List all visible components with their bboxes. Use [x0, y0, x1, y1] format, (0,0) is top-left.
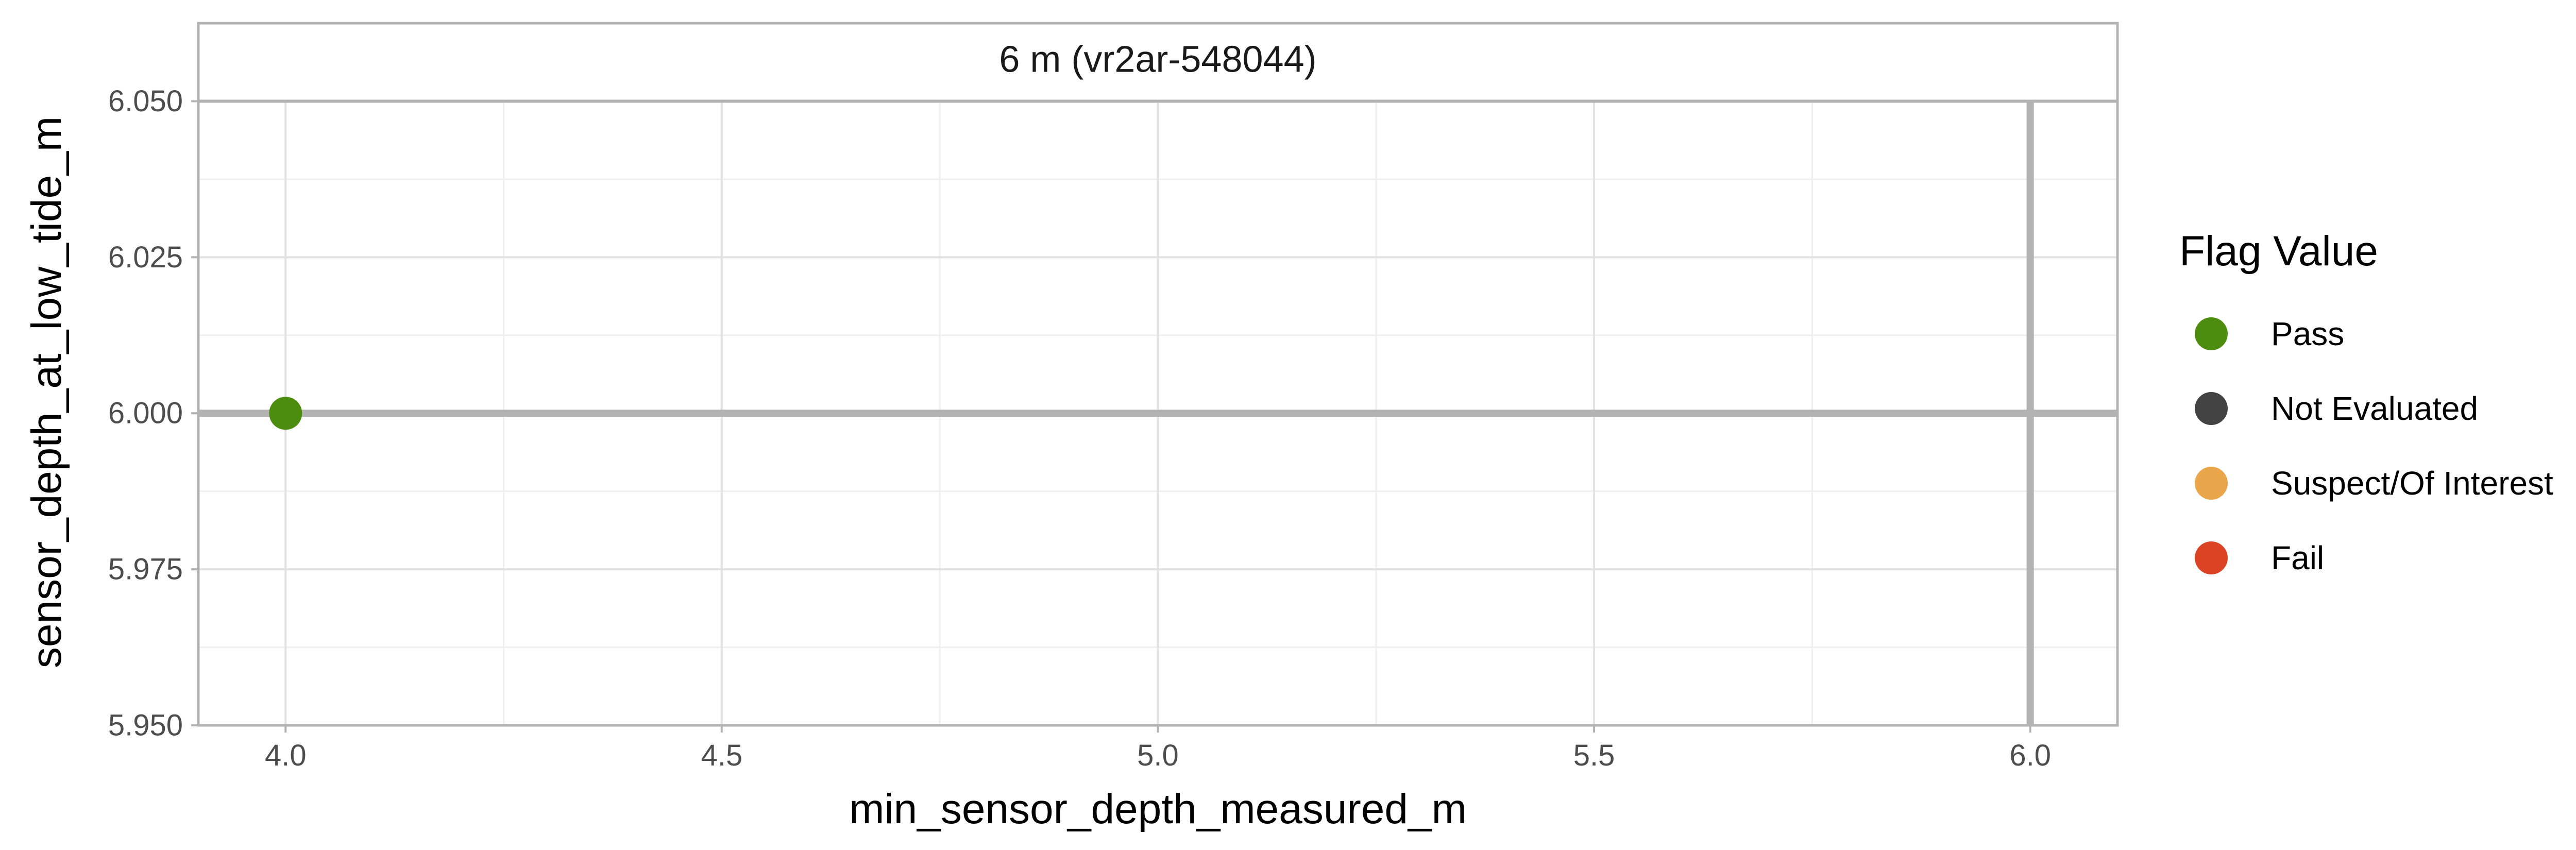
- panel-strip-title: 6 m (vr2ar-548044): [999, 39, 1316, 80]
- legend-key-suspect-of-interest: [2195, 467, 2228, 500]
- x-axis-title: min_sensor_depth_measured_m: [849, 786, 1467, 832]
- x-tick-label: 4.0: [265, 739, 307, 772]
- data-point-pass: [269, 397, 302, 430]
- y-axis-ticks: 5.950 5.975 6.000 6.025 6.050: [108, 84, 198, 742]
- data-points: [269, 397, 302, 430]
- legend-key-fail: [2195, 541, 2228, 574]
- legend-label: Not Evaluated: [2271, 390, 2478, 427]
- legend-label: Suspect/Of Interest: [2271, 465, 2553, 502]
- legend: Flag Value Pass Not Evaluated Suspect/Of I…: [2179, 228, 2553, 576]
- y-tick-label: 6.000: [108, 397, 183, 430]
- x-tick-label: 6.0: [2009, 739, 2051, 772]
- legend-key-not-evaluated: [2195, 392, 2228, 425]
- y-tick-label: 5.950: [108, 709, 183, 742]
- x-tick-label: 5.0: [1137, 739, 1179, 772]
- reference-lines: [198, 99, 2117, 725]
- x-tick-label: 5.5: [1573, 739, 1615, 772]
- y-tick-label: 6.025: [108, 241, 183, 274]
- x-axis-ticks: 4.0 4.5 5.0 5.5 6.0: [265, 725, 2051, 772]
- legend-key-pass: [2195, 317, 2228, 350]
- legend-title: Flag Value: [2179, 228, 2378, 275]
- y-tick-label: 5.975: [108, 553, 183, 586]
- legend-items: Pass Not Evaluated Suspect/Of Interest Fail: [2195, 315, 2553, 576]
- y-tick-label: 6.050: [108, 84, 183, 118]
- x-tick-label: 4.5: [701, 739, 743, 772]
- legend-label: Pass: [2271, 315, 2344, 352]
- legend-label: Fail: [2271, 539, 2324, 576]
- y-axis-title: sensor_depth_at_low_tide_m: [23, 116, 70, 668]
